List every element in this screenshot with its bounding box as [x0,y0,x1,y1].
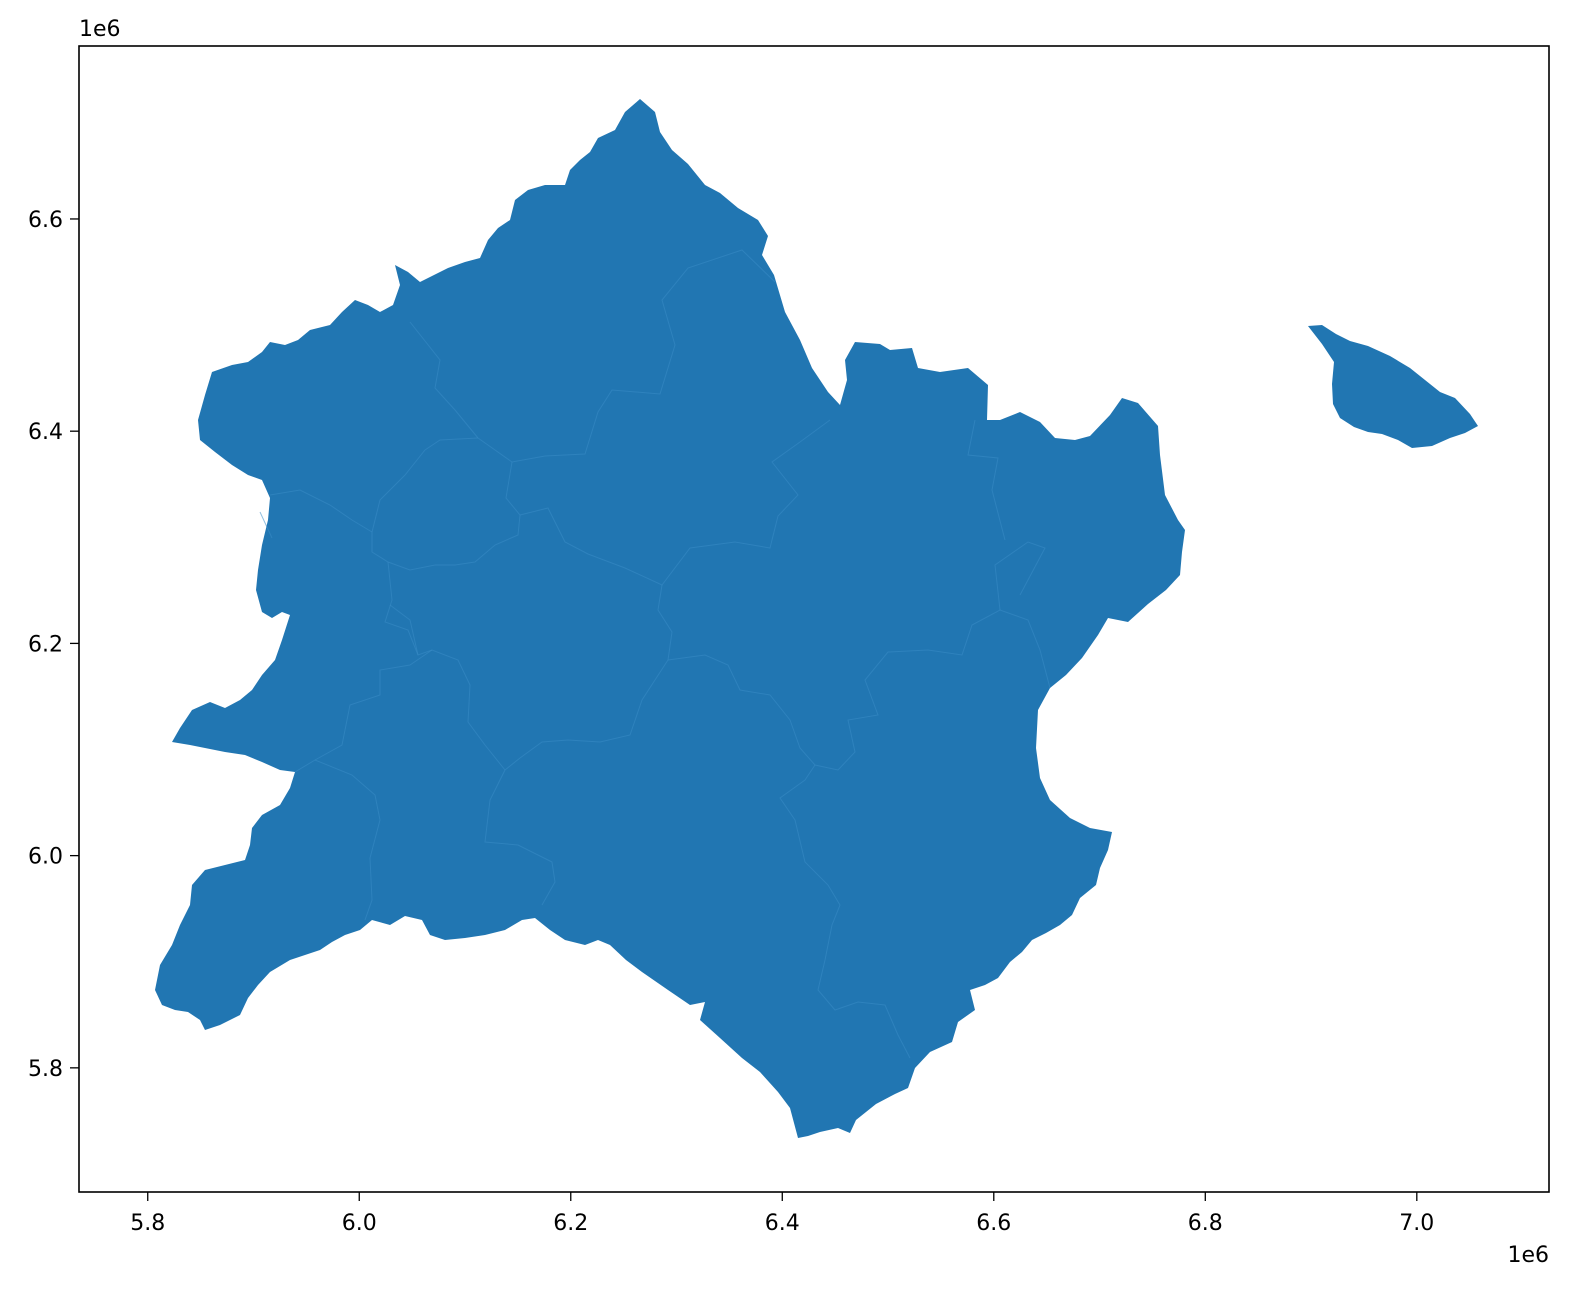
y-offset-label: 1e6 [79,17,121,42]
y-tick-label: 6.0 [28,845,63,870]
y-tick-label: 5.8 [28,1057,63,1082]
boundary-line [994,541,1046,611]
y-axis: 5.8 6.0 6.2 6.4 6.6 [28,208,79,1082]
x-tick-label: 6.6 [976,1211,1011,1236]
y-tick-label: 6.2 [28,632,63,657]
internal-boundaries [259,249,1051,1059]
x-tick-label: 7.0 [1399,1211,1434,1236]
map-layer [155,99,1478,1138]
boundary-line [779,764,911,1059]
boundary-line [484,769,556,906]
x-tick-label: 6.0 [342,1211,377,1236]
x-tick-label: 6.4 [765,1211,800,1236]
island-region [1308,325,1478,448]
y-tick-label: 6.4 [28,420,63,445]
mainland-region [155,99,1185,1138]
x-axis: 5.8 6.0 6.2 6.4 6.6 6.8 7.0 [130,1192,1434,1236]
boundary-line [294,759,381,921]
x-tick-label: 5.8 [130,1211,165,1236]
boundary-line [519,419,831,586]
boundary-line [967,419,1006,541]
boundary-line [314,649,433,761]
boundary-line [477,249,776,463]
boundary-line [389,604,419,656]
y-tick-label: 6.6 [28,208,63,233]
boundary-line [504,584,673,771]
x-offset-label: 1e6 [1507,1243,1549,1268]
x-tick-label: 6.2 [553,1211,588,1236]
boundary-line [371,461,521,571]
boundary-line [409,321,479,439]
boundary-line [371,437,479,533]
x-tick-label: 6.8 [1188,1211,1223,1236]
axes-frame [78,45,1550,1193]
boundary-line [269,489,373,533]
boundary-line [667,609,1051,771]
boundary-line [259,511,273,539]
